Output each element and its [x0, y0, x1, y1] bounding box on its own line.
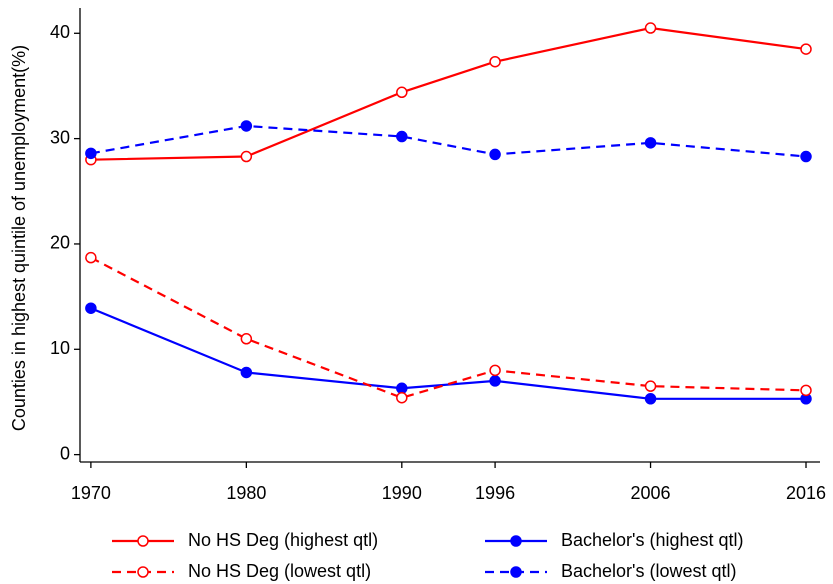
x-tick-label: 1990 [382, 483, 422, 503]
data-point [644, 393, 657, 405]
y-tick-label: 0 [60, 443, 70, 463]
legend-marker [137, 535, 149, 547]
data-point [396, 130, 408, 143]
data-point [489, 375, 501, 387]
legend-marker [510, 535, 522, 547]
data-point [396, 86, 408, 99]
y-tick-label: 10 [50, 338, 70, 358]
data-point [489, 55, 501, 68]
data-point [85, 147, 97, 160]
data-point [489, 148, 501, 161]
data-point [240, 366, 253, 379]
data-point [644, 380, 657, 392]
x-tick-label: 2016 [786, 483, 826, 503]
data-point [396, 382, 408, 395]
data-point [800, 384, 812, 397]
data-point [240, 333, 253, 345]
data-point [489, 364, 501, 377]
series-line [90, 256, 807, 399]
series-line [90, 307, 807, 400]
legend-marker [510, 566, 522, 578]
data-point [240, 150, 253, 163]
y-tick-label: 40 [50, 22, 70, 42]
legend-label: No HS Deg (highest qtl) [188, 530, 378, 550]
data-point [85, 302, 97, 314]
y-tick-label: 20 [50, 233, 70, 253]
x-tick-label: 2006 [631, 483, 671, 503]
data-point [240, 120, 253, 132]
legend-label: No HS Deg (lowest qtl) [188, 561, 371, 581]
x-tick-label: 1996 [475, 483, 515, 503]
legend-label: Bachelor's (lowest qtl) [561, 561, 737, 581]
x-tick-label: 1980 [226, 483, 266, 503]
data-point [396, 391, 408, 404]
series-line [90, 26, 807, 161]
series-line [90, 124, 807, 158]
data-point [800, 150, 812, 163]
data-point [644, 22, 657, 34]
y-axis-label: Counties in highest quintile of unemploy… [9, 45, 29, 431]
data-point [644, 137, 657, 149]
data-point [800, 43, 812, 55]
data-point [85, 251, 97, 264]
x-tick-label: 1970 [71, 483, 111, 503]
legend-marker [137, 566, 149, 578]
legend-label: Bachelor's (highest qtl) [561, 530, 744, 550]
y-tick-label: 30 [50, 127, 70, 147]
